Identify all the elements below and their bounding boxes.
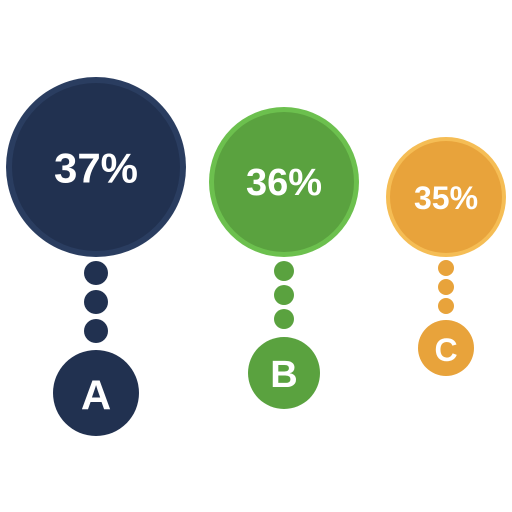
- connector-dot-c-1: [438, 260, 454, 276]
- bubble-group-a: 37% A: [6, 77, 186, 436]
- value-label-b: 36%: [246, 162, 322, 204]
- bubble-c: [390, 141, 502, 253]
- connector-dot-b-2: [274, 285, 294, 305]
- connector-dot-b-1: [274, 261, 294, 281]
- category-badge-a: [53, 350, 139, 436]
- bubble-a: [12, 83, 180, 251]
- connector-dot-a-1: [84, 261, 108, 285]
- connector-dot-c-3: [438, 298, 454, 314]
- category-label-a: A: [81, 372, 111, 419]
- connector-dot-a-2: [84, 290, 108, 314]
- connector-dot-b-3: [274, 309, 294, 329]
- value-label-a: 37%: [54, 145, 138, 192]
- bubble-group-b: 36% B: [209, 107, 359, 409]
- category-label-c: C: [434, 332, 457, 368]
- value-label-c: 35%: [414, 180, 478, 216]
- category-label-b: B: [270, 354, 297, 396]
- bubble-group-c: 35% C: [386, 137, 506, 376]
- category-badge-b: [248, 337, 320, 409]
- connector-dot-c-2: [438, 279, 454, 295]
- bubble-b: [214, 112, 354, 252]
- category-badge-c: [418, 320, 474, 376]
- connector-dot-a-3: [84, 319, 108, 343]
